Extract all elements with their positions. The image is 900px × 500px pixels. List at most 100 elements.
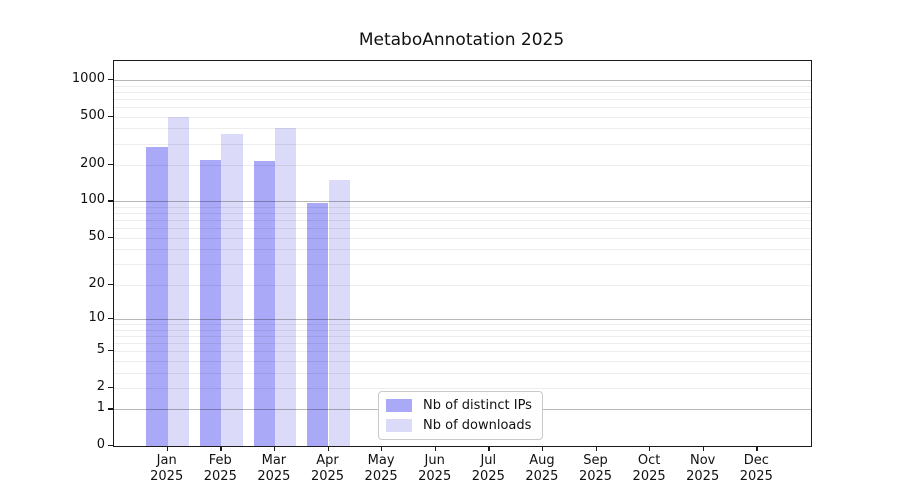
gridline-minor <box>114 351 811 353</box>
y-tick-label: 0 <box>96 437 105 452</box>
y-tick-mark <box>108 386 113 389</box>
x-tick-label: Dec 2025 <box>729 453 783 485</box>
legend-label-downloads: Nb of downloads <box>423 418 532 433</box>
gridline-minor <box>114 335 811 337</box>
x-tick-mark <box>220 446 222 451</box>
x-tick-year: 2025 <box>525 469 559 484</box>
x-tick-mark <box>434 446 436 451</box>
y-tick-label: 10 <box>88 309 105 325</box>
y-tick-mark <box>108 445 113 447</box>
legend-swatch-downloads <box>386 419 412 432</box>
x-tick-label: Aug 2025 <box>515 453 569 485</box>
bar-apr-ips <box>307 203 329 446</box>
y-tick-mark <box>108 200 113 202</box>
gridline-major <box>114 79 811 81</box>
gridline-minor <box>114 249 811 251</box>
gridline-minor <box>114 237 811 239</box>
x-tick-mark <box>327 446 329 451</box>
x-tick-year: 2025 <box>418 469 452 484</box>
gridline-minor <box>114 128 811 130</box>
gridline-minor <box>114 264 811 266</box>
x-tick-year: 2025 <box>686 469 720 484</box>
x-tick-mark <box>488 446 490 451</box>
gridline-minor <box>114 91 811 93</box>
legend-item-downloads: Nb of downloads <box>386 418 532 433</box>
gridline-minor <box>114 206 811 208</box>
gridline-minor <box>114 85 811 87</box>
gridline-minor <box>114 116 811 118</box>
x-tick-mark <box>649 446 651 451</box>
gridline-minor <box>114 220 811 222</box>
bar-jan-downloads <box>167 116 190 446</box>
x-tick-year: 2025 <box>471 469 505 484</box>
legend-item-distinct-ips: Nb of distinct IPs <box>386 398 532 413</box>
gridline-minor <box>114 372 811 374</box>
gridline-major <box>114 201 811 203</box>
y-tick-label: 5 <box>96 342 105 358</box>
y-tick-mark <box>108 164 113 166</box>
x-tick-mark <box>702 446 704 451</box>
x-tick-label: Jan 2025 <box>140 453 194 485</box>
x-tick-year: 2025 <box>364 469 398 484</box>
x-tick-year: 2025 <box>150 469 184 484</box>
bar-feb-downloads <box>221 133 243 446</box>
x-tick-mark <box>166 446 168 451</box>
x-tick-year: 2025 <box>203 469 237 484</box>
bar-mar-downloads <box>274 128 297 446</box>
y-tick-label: 100 <box>80 192 105 208</box>
bar-apr-downloads <box>328 180 350 446</box>
y-tick-mark <box>108 350 113 352</box>
gridline-major <box>114 318 811 320</box>
x-tick-label: Apr 2025 <box>301 453 355 485</box>
y-tick-label: 20 <box>88 275 105 291</box>
legend: Nb of distinct IPs Nb of downloads <box>378 391 543 440</box>
x-tick-label: Mar 2025 <box>247 453 301 485</box>
y-tick-mark <box>108 283 113 285</box>
y-tick-mark <box>108 317 113 320</box>
y-tick-label: 50 <box>88 228 105 244</box>
x-tick-year: 2025 <box>578 469 613 484</box>
gridline-minor <box>114 329 811 331</box>
gridline-minor <box>114 106 811 108</box>
y-tick-label: 200 <box>80 156 105 171</box>
legend-label-distinct-ips: Nb of distinct IPs <box>423 398 532 413</box>
bar-feb-ips <box>199 159 222 446</box>
y-tick-mark <box>108 408 113 410</box>
gridline-minor <box>114 213 811 215</box>
gridline-minor <box>114 228 811 230</box>
gridline-minor <box>114 143 811 145</box>
gridline-minor <box>114 284 811 286</box>
x-tick-year: 2025 <box>310 469 345 484</box>
bar-mar-ips <box>253 161 275 446</box>
gridline-minor <box>114 387 811 389</box>
gridline-minor <box>114 342 811 344</box>
x-tick-label: Jul 2025 <box>461 453 515 485</box>
x-tick-year: 2025 <box>257 469 291 484</box>
gridline-minor <box>114 98 811 100</box>
x-tick-label: Sep 2025 <box>569 453 623 485</box>
x-tick-label: Oct 2025 <box>622 453 676 485</box>
y-tick-mark <box>108 115 113 117</box>
x-tick-label: Nov 2025 <box>676 453 730 485</box>
x-tick-year: 2025 <box>739 469 773 484</box>
y-tick-label: 1000 <box>71 70 105 86</box>
bar-jan-ips <box>146 147 168 446</box>
x-tick-label: May 2025 <box>354 453 408 485</box>
gridline-minor <box>114 360 811 362</box>
x-tick-mark <box>381 446 383 451</box>
y-tick-label: 2 <box>96 378 105 394</box>
y-tick-label: 1 <box>96 400 105 416</box>
gridline-minor <box>114 324 811 325</box>
y-tick-label: 500 <box>80 107 105 123</box>
gridline-minor <box>114 165 811 166</box>
x-tick-label: Jun 2025 <box>408 453 462 485</box>
chart-title: MetaboAnnotation 2025 <box>358 30 565 50</box>
legend-swatch-distinct-ips <box>386 399 412 412</box>
plot-area <box>113 60 812 447</box>
x-tick-year: 2025 <box>632 469 666 484</box>
y-tick-mark <box>108 78 113 81</box>
y-tick-mark <box>108 236 113 238</box>
x-tick-mark <box>273 446 276 451</box>
x-tick-mark <box>756 446 758 451</box>
